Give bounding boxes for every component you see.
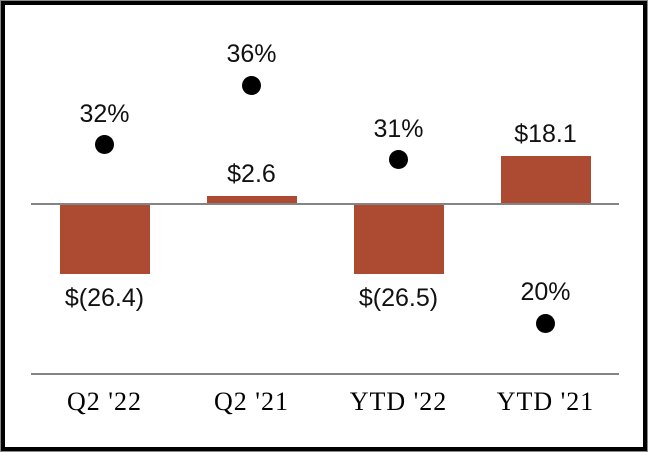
bar-label-q2-21: $2.6: [227, 160, 276, 189]
dot-label-q2-22: 32%: [79, 99, 130, 128]
bar-q2-21: [206, 196, 297, 203]
dot-ytd-22: [389, 150, 408, 170]
bar-label-ytd-22: $(26.5): [358, 284, 439, 313]
x-axis-line: [31, 373, 619, 375]
tick-label-q2-22: Q2 '22: [67, 387, 142, 416]
tick-label-ytd-22: YTD '22: [349, 387, 448, 416]
dot-label-ytd-22: 31%: [373, 114, 424, 143]
dot-label-q2-21: 36%: [226, 40, 277, 69]
tick-label-q2-21: Q2 '21: [214, 387, 289, 416]
zero-baseline: [31, 203, 619, 205]
dot-q2-22: [95, 135, 114, 155]
dot-ytd-21: [536, 313, 555, 333]
bar-label-q2-22: $(26.4): [64, 284, 145, 313]
dot-q2-21: [242, 75, 261, 95]
bar-ytd-22: [353, 205, 444, 275]
bar-label-ytd-21: $18.1: [514, 119, 577, 148]
tick-label-ytd-21: YTD '21: [496, 387, 595, 416]
bar-ytd-21: [500, 155, 591, 203]
dot-label-ytd-21: 20%: [520, 278, 571, 306]
bar-q2-22: [59, 205, 150, 275]
